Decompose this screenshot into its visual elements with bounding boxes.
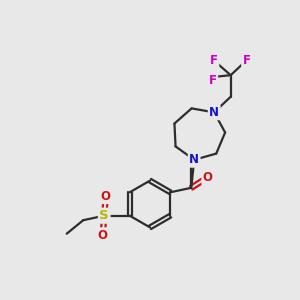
Text: N: N [209, 106, 219, 119]
Text: O: O [101, 190, 111, 203]
Text: F: F [210, 54, 218, 67]
Text: O: O [98, 229, 108, 242]
Text: N: N [189, 153, 199, 166]
Text: F: F [243, 54, 250, 67]
Text: O: O [203, 171, 213, 184]
Text: S: S [99, 209, 109, 222]
Text: F: F [209, 74, 217, 87]
